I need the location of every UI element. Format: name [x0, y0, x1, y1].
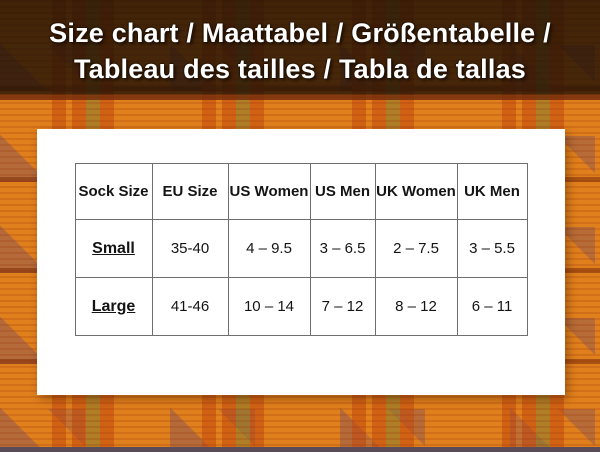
column-header-uk-women: UK Women [374, 163, 458, 220]
cell-small-us-men: 3 – 6.5 [309, 219, 376, 278]
table-header-row: Sock Size EU Size US Women US Men UK Wom… [74, 163, 528, 220]
size-chart-table: Sock Size EU Size US Women US Men UK Wom… [74, 163, 528, 336]
bottom-edge-band [0, 447, 600, 452]
column-header-eu-size: EU Size [151, 163, 229, 220]
page-title: Size chart / Maattabel / Größentabelle /… [0, 0, 600, 100]
cell-large-uk-men: 6 – 11 [456, 277, 528, 336]
title-banner-overlay [0, 0, 600, 100]
cell-small-eu: 35-40 [151, 219, 229, 278]
column-header-us-women: US Women [227, 163, 311, 220]
cell-small-uk-women: 2 – 7.5 [374, 219, 458, 278]
column-header-uk-men: UK Men [456, 163, 528, 220]
page-title-line-1: Size chart / Maattabel / Größentabelle / [49, 18, 551, 48]
table-row-small: Small 35-40 4 – 9.5 3 – 6.5 2 – 7.5 3 – … [74, 219, 528, 278]
row-label-small: Small [74, 219, 153, 278]
page-title-line-2: Tableau des tailles / Tabla de tallas [73, 54, 527, 84]
column-header-sock-size: Sock Size [74, 163, 153, 220]
row-label-large: Large [74, 277, 153, 336]
cell-small-uk-men: 3 – 5.5 [456, 219, 528, 278]
title-banner: Size chart / Maattabel / Größentabelle /… [0, 0, 600, 100]
column-header-us-men: US Men [309, 163, 376, 220]
cell-large-us-women: 10 – 14 [227, 277, 311, 336]
cell-small-us-women: 4 – 9.5 [227, 219, 311, 278]
cell-large-us-men: 7 – 12 [309, 277, 376, 336]
table-row-large: Large 41-46 10 – 14 7 – 12 8 – 12 6 – 11 [74, 277, 528, 336]
size-chart-panel: Sock Size EU Size US Women US Men UK Wom… [37, 129, 565, 395]
cell-large-uk-women: 8 – 12 [374, 277, 458, 336]
cell-large-eu: 41-46 [151, 277, 229, 336]
